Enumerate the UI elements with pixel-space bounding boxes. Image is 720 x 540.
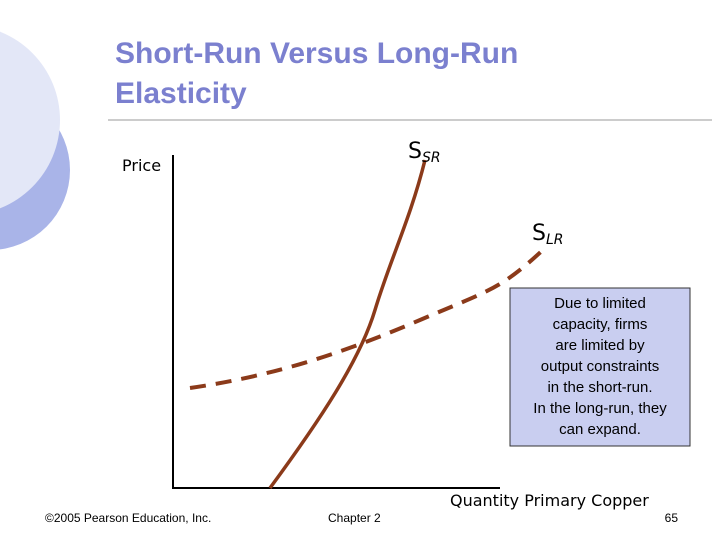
title-line: Short-Run Versus Long-Run	[115, 37, 518, 70]
note-line: output constraints	[541, 358, 659, 375]
copyright: ©2005 Pearson Education, Inc.	[45, 511, 211, 525]
long-run-label: SLR	[532, 221, 564, 248]
note-box	[509, 287, 691, 447]
decor-circle	[0, 31, 60, 209]
page-number: 65	[665, 511, 679, 525]
chapter: Chapter 2	[328, 511, 381, 525]
note-line: are limited by	[555, 337, 645, 354]
note-line: Due to limited	[554, 295, 646, 312]
x-axis-label: Quantity Primary Copper	[450, 491, 649, 510]
note-line: In the long-run, they	[533, 400, 667, 417]
y-axis-label: Price	[122, 156, 161, 175]
short-run-supply	[268, 159, 427, 490]
short-run-label: SSR	[408, 139, 441, 166]
title-line: Elasticity	[115, 77, 247, 110]
note-line: capacity, firms	[553, 316, 648, 333]
note-line: can expand.	[559, 421, 641, 438]
long-run-supply	[189, 246, 547, 390]
note-line: in the short-run.	[547, 379, 652, 396]
